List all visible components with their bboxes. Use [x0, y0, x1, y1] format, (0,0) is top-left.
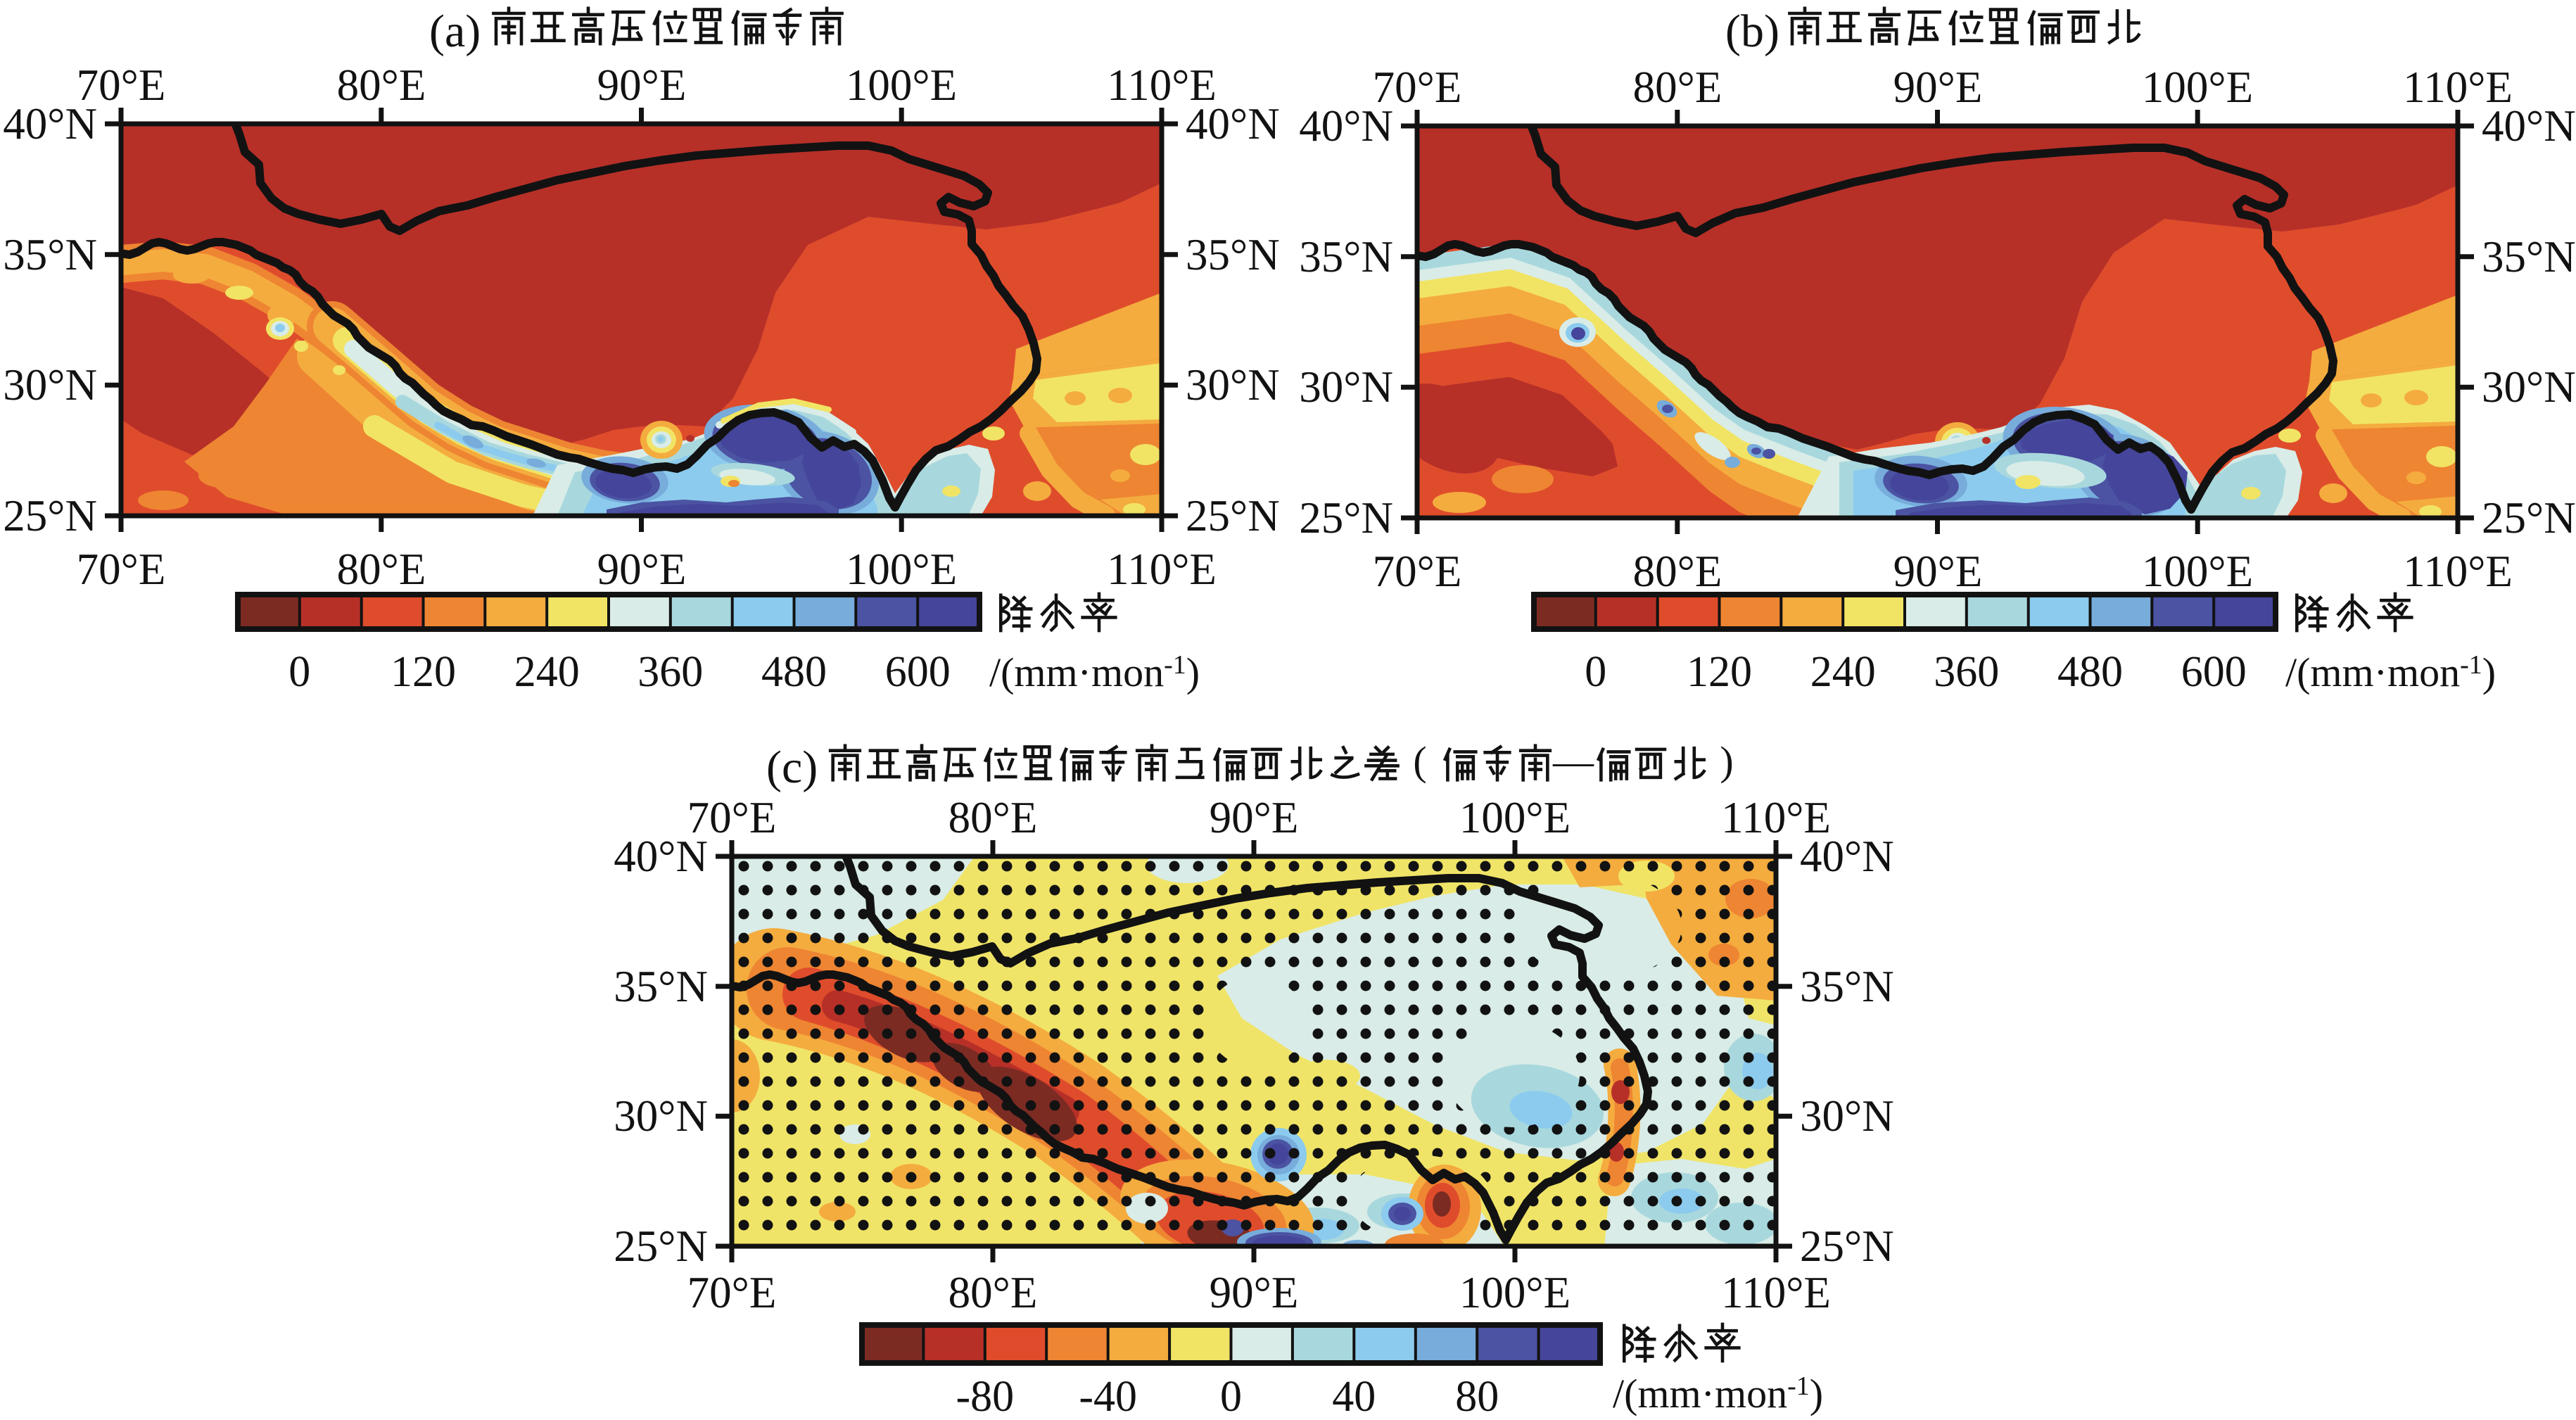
svg-text:240: 240	[1810, 648, 1876, 696]
svg-text:(b): (b)	[1725, 6, 1779, 57]
svg-text:90°E: 90°E	[1210, 793, 1299, 842]
svg-text:80: 80	[1455, 1373, 1499, 1416]
svg-text:35°N: 35°N	[1800, 962, 1894, 1011]
svg-text:80°E: 80°E	[1633, 63, 1722, 112]
svg-text:40°N: 40°N	[1186, 99, 1280, 148]
svg-text:30°N: 30°N	[1186, 360, 1280, 410]
svg-text:70°E: 70°E	[77, 545, 166, 594]
svg-text:/(mm·mon-1): /(mm·mon-1)	[1613, 1371, 1823, 1416]
svg-text:25°N: 25°N	[3, 491, 97, 540]
svg-text:-80: -80	[956, 1373, 1014, 1416]
svg-text:110°E: 110°E	[1107, 61, 1217, 110]
svg-text:70°E: 70°E	[687, 793, 777, 842]
svg-text:80°E: 80°E	[948, 1268, 1038, 1317]
svg-text:120: 120	[391, 648, 456, 696]
svg-text:25°N: 25°N	[2482, 493, 2576, 543]
svg-text:0: 0	[1220, 1373, 1242, 1416]
svg-text:40°N: 40°N	[1800, 832, 1894, 881]
svg-text:35°N: 35°N	[2482, 232, 2576, 281]
svg-text:30°N: 30°N	[1299, 362, 1393, 412]
svg-text:25°N: 25°N	[1299, 493, 1393, 543]
svg-text:480: 480	[2057, 648, 2123, 696]
svg-text:80°E: 80°E	[337, 61, 426, 110]
svg-text:360: 360	[637, 648, 703, 696]
svg-text:(c): (c)	[766, 742, 818, 793]
svg-text:110°E: 110°E	[1107, 545, 1217, 594]
svg-text:90°E: 90°E	[1893, 547, 1983, 596]
svg-text:25°N: 25°N	[614, 1222, 708, 1271]
svg-text:35°N: 35°N	[3, 230, 97, 279]
svg-text:80°E: 80°E	[948, 793, 1038, 842]
svg-text:30°N: 30°N	[2482, 362, 2576, 412]
svg-text:0: 0	[1585, 648, 1606, 696]
svg-text:600: 600	[2181, 648, 2247, 696]
svg-text:480: 480	[761, 648, 827, 696]
svg-text:240: 240	[514, 648, 580, 696]
svg-text:110°E: 110°E	[1721, 1268, 1831, 1317]
svg-text:30°N: 30°N	[3, 360, 97, 410]
svg-text:90°E: 90°E	[597, 61, 687, 110]
svg-text:(a): (a)	[429, 6, 481, 57]
svg-text:100°E: 100°E	[846, 61, 957, 110]
svg-text:40°N: 40°N	[1299, 101, 1393, 151]
svg-text:70°E: 70°E	[687, 1268, 777, 1317]
svg-text:40°N: 40°N	[3, 99, 97, 148]
svg-text:100°E: 100°E	[2142, 547, 2253, 596]
svg-text:90°E: 90°E	[1210, 1268, 1299, 1317]
svg-text:40°N: 40°N	[2482, 101, 2576, 151]
svg-text:40: 40	[1332, 1373, 1376, 1416]
svg-text:): )	[1720, 738, 1733, 784]
svg-text:30°N: 30°N	[614, 1091, 708, 1141]
svg-text:-40: -40	[1079, 1373, 1137, 1416]
svg-text:90°E: 90°E	[597, 545, 687, 594]
svg-text:80°E: 80°E	[1633, 547, 1722, 596]
svg-text:70°E: 70°E	[1373, 547, 1462, 596]
svg-text:25°N: 25°N	[1186, 491, 1280, 540]
svg-text:30°N: 30°N	[1800, 1091, 1894, 1141]
svg-text:100°E: 100°E	[1459, 1268, 1571, 1317]
svg-text:100°E: 100°E	[2142, 63, 2253, 112]
svg-text:600: 600	[885, 648, 951, 696]
svg-text:70°E: 70°E	[1373, 63, 1462, 112]
svg-text:(: (	[1413, 738, 1426, 784]
svg-text:25°N: 25°N	[1800, 1222, 1894, 1271]
svg-text:—: —	[1552, 738, 1594, 784]
svg-text:40°N: 40°N	[614, 832, 708, 881]
svg-text:90°E: 90°E	[1893, 63, 1983, 112]
svg-text:35°N: 35°N	[1186, 230, 1280, 279]
svg-text:110°E: 110°E	[2403, 547, 2513, 596]
svg-text:120: 120	[1687, 648, 1752, 696]
svg-text:100°E: 100°E	[846, 545, 957, 594]
svg-text:360: 360	[1934, 648, 1999, 696]
svg-text:80°E: 80°E	[337, 545, 426, 594]
svg-text:110°E: 110°E	[2403, 63, 2513, 112]
svg-text:110°E: 110°E	[1721, 793, 1831, 842]
svg-text:35°N: 35°N	[1299, 232, 1393, 281]
svg-text:35°N: 35°N	[614, 962, 708, 1011]
svg-text:100°E: 100°E	[1459, 793, 1571, 842]
svg-text:0: 0	[288, 648, 310, 696]
svg-text:70°E: 70°E	[77, 61, 166, 110]
